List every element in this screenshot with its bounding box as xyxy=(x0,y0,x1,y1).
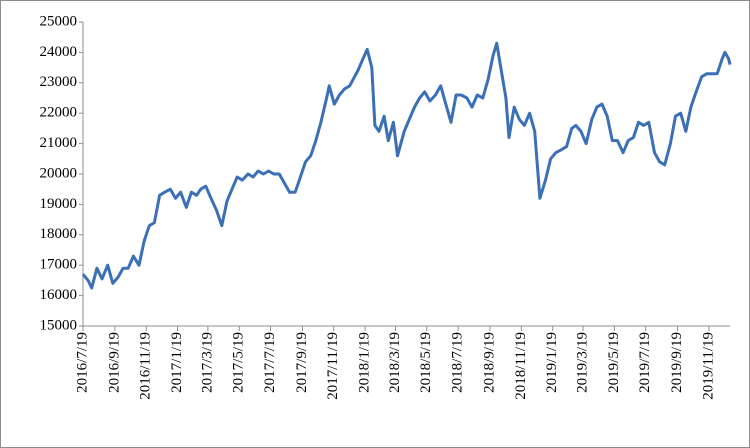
x-tick-label: 2018/11/19 xyxy=(513,332,529,400)
x-tick-label: 2016/7/19 xyxy=(74,332,90,393)
x-tick-label: 2019/1/19 xyxy=(544,332,560,393)
y-tick-label: 23000 xyxy=(40,74,78,90)
y-tick-label: 25000 xyxy=(40,13,78,29)
x-tick-label: 2019/7/19 xyxy=(637,332,653,393)
y-tick-label: 21000 xyxy=(40,135,78,151)
y-tick-label: 24000 xyxy=(40,44,78,60)
x-tick-label: 2016/11/19 xyxy=(138,332,154,400)
y-tick-label: 16000 xyxy=(40,287,78,303)
y-tick-label: 15000 xyxy=(40,317,78,333)
x-tick-label: 2018/1/19 xyxy=(357,332,373,393)
x-tick-label: 2018/5/19 xyxy=(418,332,434,393)
x-tick-label: 2018/9/19 xyxy=(481,332,497,393)
x-tick-label: 2019/9/19 xyxy=(669,332,685,393)
line-series xyxy=(81,41,732,290)
x-tick-label: 2019/5/19 xyxy=(606,332,622,393)
x-tick-label: 2017/3/19 xyxy=(199,332,215,393)
x-tick-label: 2017/11/19 xyxy=(325,332,341,400)
x-tick-label: 2019/3/19 xyxy=(574,332,590,393)
x-tick-label: 2018/3/19 xyxy=(387,332,403,393)
y-tick-label: 18000 xyxy=(40,226,78,242)
x-tick-label: 2017/9/19 xyxy=(294,332,310,393)
x-tick-label: 2018/7/19 xyxy=(450,332,466,393)
y-tick-label: 20000 xyxy=(40,165,78,181)
y-tick-label: 19000 xyxy=(40,196,78,212)
y-tick-label: 22000 xyxy=(40,105,78,121)
x-tick-label: 2017/1/19 xyxy=(169,332,185,393)
y-tick-label: 17000 xyxy=(40,257,78,273)
x-tick-label: 2017/5/19 xyxy=(231,332,247,393)
x-tick-label: 2019/11/19 xyxy=(700,332,716,400)
x-tick-label: 2016/9/19 xyxy=(106,332,122,393)
x-tick-label: 2017/7/19 xyxy=(262,332,278,393)
